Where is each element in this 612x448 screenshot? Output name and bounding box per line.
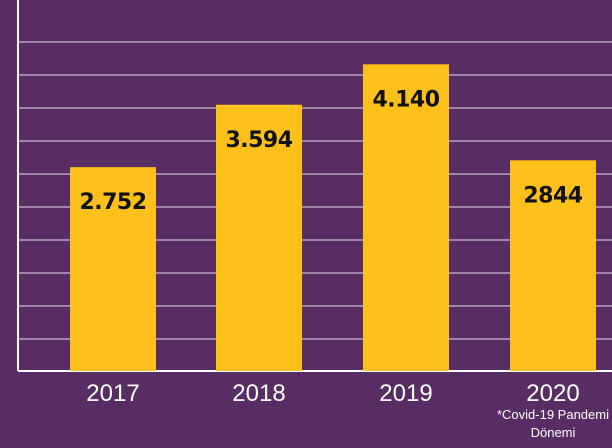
value-label-2018: 3.594: [225, 128, 292, 153]
x-tick-label-2017: 2017: [86, 380, 139, 407]
annotation-2020-line-2: Dönemi: [531, 425, 576, 440]
bar-2019: [363, 64, 449, 372]
bar-2017: [70, 167, 156, 371]
x-tick-label-2019: 2019: [379, 380, 432, 407]
value-label-2019: 4.140: [372, 87, 439, 112]
bar-2020: [510, 160, 596, 371]
value-label-2020: 2844: [523, 183, 582, 208]
value-label-2017: 2.752: [79, 190, 146, 215]
annotation-2020-line-1: *Covid-19 Pandemi: [497, 407, 609, 422]
bar-2018: [216, 104, 302, 371]
x-tick-label-2018: 2018: [232, 380, 285, 407]
x-tick-label-2020: 2020: [526, 380, 579, 407]
